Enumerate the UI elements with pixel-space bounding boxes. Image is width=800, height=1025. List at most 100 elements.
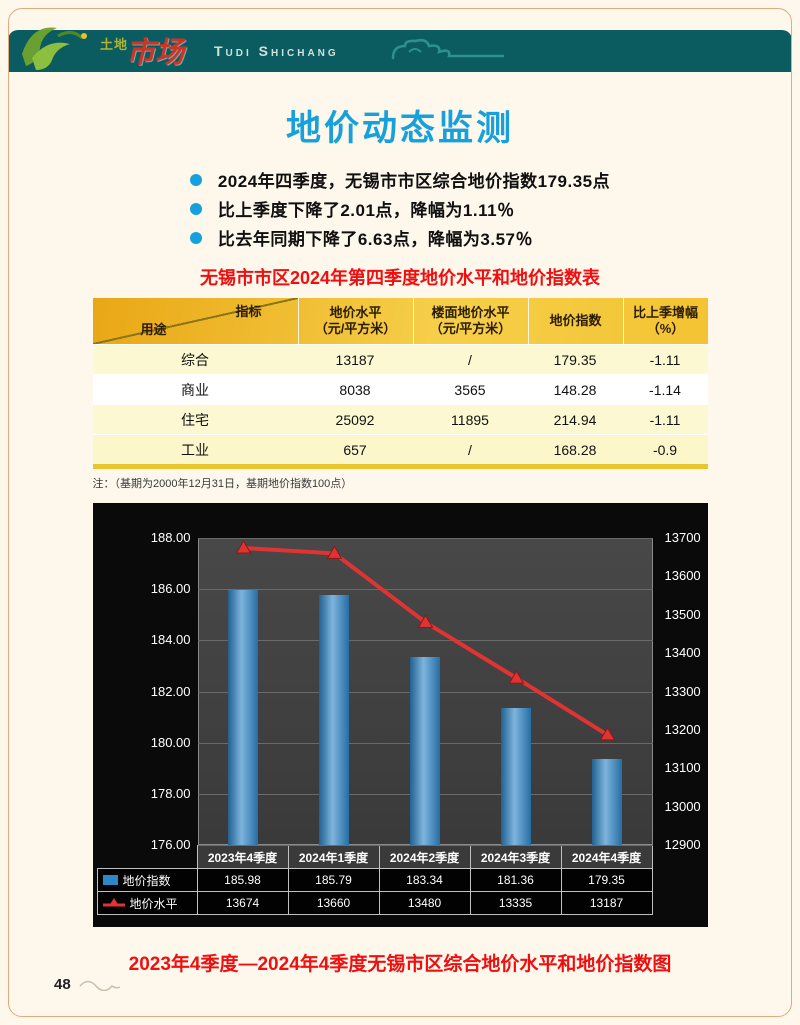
table-cell-price: 8038: [297, 374, 413, 404]
table-cell-change: -1.11: [622, 404, 708, 434]
chart-bar: [410, 657, 440, 845]
bullet-text: 比上季度下降了2.01点，降幅为1.11％: [217, 201, 515, 220]
table-title: 无锡市市区2024年第四季度地价水平和地价指数表: [199, 268, 601, 288]
table-cell-floor: 3565: [412, 374, 528, 404]
gridline: [197, 640, 653, 642]
table-cell-price: 25092: [297, 404, 413, 434]
table-cell-change: -0.9: [622, 434, 708, 464]
table-cell-change: -1.14: [622, 374, 708, 404]
table-cell-index: 168.28: [527, 434, 623, 464]
cloud-decoration-icon: [391, 38, 504, 60]
table-cell-price: 657: [297, 434, 413, 464]
gridline: [197, 589, 653, 591]
legend-value: 13335: [469, 891, 562, 915]
left-axis-tick: 188.00: [150, 530, 191, 545]
legend-category: 2024年2季度: [378, 845, 471, 869]
corner-label-indicator: 指标: [235, 304, 262, 319]
bullet-item: 2024年四季度，无锡市市区综合地价指数179.35点: [189, 165, 611, 194]
bullet-icon: [189, 202, 202, 215]
gridline: [197, 845, 653, 846]
right-axis-tick: 13400: [664, 645, 701, 661]
left-axis-tick: 184.00: [150, 632, 191, 648]
table-note: 注：（基期为2000年12月31日，基期地价指数100点）: [92, 478, 353, 490]
right-axis-tick: 13500: [664, 606, 701, 622]
table-cell-use: 商业: [92, 374, 298, 404]
left-axis-tick: 180.00: [150, 734, 191, 750]
right-axis-tick: 13100: [664, 760, 701, 776]
legend-value: 13480: [378, 891, 471, 915]
legend-value: 13187: [560, 891, 653, 915]
logo-text-tudi: 土地: [100, 37, 129, 52]
legend-value: 13660: [287, 891, 380, 915]
plant-decoration-icon: [22, 27, 87, 70]
left-axis-tick: 178.00: [150, 785, 191, 801]
gridline: [197, 538, 653, 539]
table-cell-change: -1.11: [622, 344, 708, 374]
legend-value: 181.36: [469, 868, 562, 892]
legend-value: 13674: [196, 891, 289, 915]
page-content: 地价动态监测 2024年四季度，无锡市市区综合地价指数179.35点 比上季度下…: [0, 72, 800, 976]
left-axis-tick: 186.00: [150, 581, 191, 597]
legend-value: 185.79: [287, 868, 380, 892]
legend-category: 2024年3季度: [469, 845, 562, 869]
logo: 土地 市场: [100, 30, 200, 72]
right-axis-tick: 12900: [664, 837, 701, 852]
chart-bar: [319, 594, 349, 845]
logo-subtitle: Tudi Shichang: [214, 43, 339, 59]
price-index-table: 指标 用途 地价水平 （元/平方米） 楼面地价水平 （元/平方米） 地价指数 比…: [92, 298, 708, 469]
left-axis-tick: 176.00: [150, 837, 191, 852]
table-cell-index: 214.94: [527, 404, 623, 434]
page-footer: 48: [54, 976, 121, 993]
legend-value: 183.34: [378, 868, 471, 892]
table-cell-use: 综合: [92, 344, 298, 374]
chart-legend-table: 2023年4季度 2024年1季度 2024年2季度 2024年3季度 2024…: [96, 845, 653, 915]
left-axis-tick: 182.00: [150, 683, 191, 699]
swirl-decoration-icon: [79, 980, 121, 991]
legend-category: 2023年4季度: [196, 845, 289, 869]
chart-bar: [228, 589, 258, 845]
col-header-price: 地价水平 （元/平方米）: [297, 298, 413, 344]
chart-caption: 2023年4季度—2024年4季度无锡市区综合地价水平和地价指数图: [128, 954, 672, 975]
right-axis-tick: 13200: [664, 721, 701, 737]
right-axis-tick: 13000: [664, 798, 701, 814]
logo-text-shichang: 市场: [126, 35, 185, 69]
header-band: 土地 市场 Tudi Shichang: [8, 27, 792, 72]
table-cell-price: 13187: [297, 344, 413, 374]
legend-category: 2024年1季度: [287, 845, 380, 869]
page-title: 地价动态监测: [285, 109, 514, 148]
chart-bar: [501, 707, 531, 845]
legend-value: 185.98: [196, 868, 289, 892]
table-cell-use: 工业: [92, 434, 298, 464]
legend-series-label-bar: 地价指数: [96, 868, 198, 892]
right-axis-tick: 13600: [664, 568, 701, 584]
page-number: 48: [54, 976, 71, 993]
legend-value: 179.35: [560, 868, 653, 892]
table-cell-index: 179.35: [527, 344, 623, 374]
corner-label-use: 用途: [140, 321, 167, 337]
legend-series-name: 地价水平: [129, 896, 178, 911]
col-header-change: 比上季增幅 （%）: [622, 298, 708, 344]
bar-series-icon: [102, 875, 118, 885]
bullet-text: 比去年同期下降了6.63点，降幅为3.57％: [217, 230, 534, 249]
chart-bar: [592, 759, 622, 845]
table-cell-floor: /: [412, 344, 528, 374]
bullet-item: 比上季度下降了2.01点，降幅为1.11％: [189, 194, 610, 223]
bullet-item: 比去年同期下降了6.63点，降幅为3.57％: [189, 223, 610, 252]
right-axis-tick: 13300: [664, 683, 701, 699]
table-cell-floor: 11895: [412, 404, 528, 434]
right-axis-tick: 13700: [664, 530, 701, 545]
line-series-icon: [102, 898, 125, 907]
bullet-text: 2024年四季度，无锡市市区综合地价指数179.35点: [217, 172, 611, 191]
table-cell-use: 住宅: [92, 404, 298, 434]
col-header-floor-price: 楼面地价水平 （元/平方米）: [412, 298, 528, 344]
bullet-icon: [189, 231, 202, 244]
table-corner-header: 指标 用途: [92, 298, 298, 344]
col-header-index: 地价指数: [527, 298, 623, 344]
table-cell-index: 148.28: [527, 374, 623, 404]
bullet-icon: [189, 173, 202, 186]
price-chart: 2023年4季度 2024年1季度 2024年2季度 2024年3季度 2024…: [92, 503, 708, 927]
bullet-list: 2024年四季度，无锡市市区综合地价指数179.35点 比上季度下降了2.01点…: [189, 165, 611, 252]
legend-series-label-line: 地价水平: [96, 891, 198, 915]
table-cell-floor: /: [412, 434, 528, 464]
legend-category: 2024年4季度: [560, 845, 653, 869]
